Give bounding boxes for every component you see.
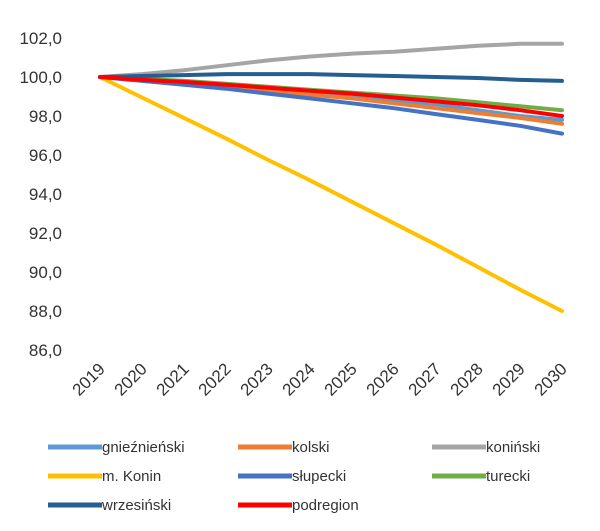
legend-label: podregion [292,497,359,514]
y-tick-label: 98,0 [29,107,62,126]
x-tick-label: 2030 [531,359,571,399]
x-tick-label: 2020 [111,359,151,399]
legend-label: kolski [292,439,330,456]
series-line-3 [98,75,564,313]
legend-item: słupecki [238,468,346,485]
y-axis-tick-labels: 86,0 88,0 90,0 92,0 94,0 96,0 98,0 100,0 102,0 [19,29,62,360]
y-tick-label: 92,0 [29,224,62,243]
legend-item: koniński [432,439,540,456]
series-line-2 [98,41,564,79]
x-tick-label: 2027 [405,359,445,399]
y-tick-label: 102,0 [19,29,62,48]
series-lines [98,41,564,313]
x-tick-label: 2022 [195,359,235,399]
legend: gnieźnieński kolski koniński m. Konin słupec… [48,439,540,514]
y-tick-label: 90,0 [29,263,62,282]
legend-item: podregion [238,497,359,514]
y-tick-label: 86,0 [29,341,62,360]
legend-item: m. Konin [48,468,161,485]
y-tick-label: 88,0 [29,302,62,321]
legend-label: gnieźnieński [102,439,185,456]
y-tick-label: 94,0 [29,185,62,204]
x-tick-label: 2023 [237,359,277,399]
y-tick-label: 96,0 [29,146,62,165]
x-axis-tick-labels: 2019 2020 2021 2022 2023 2024 2025 2026 2027 2028… [69,359,571,399]
x-tick-label: 2029 [489,359,529,399]
series-line-6 [98,72,564,83]
legend-item: kolski [238,439,330,456]
legend-item: turecki [432,468,530,485]
legend-item: wrzesiński [48,497,171,514]
x-tick-label: 2026 [363,359,403,399]
x-tick-label: 2021 [153,359,193,399]
legend-label: turecki [486,468,530,485]
x-tick-label: 2028 [447,359,487,399]
legend-label: koniński [486,439,540,456]
legend-label: słupecki [292,468,346,485]
x-tick-label: 2025 [321,359,361,399]
legend-label: wrzesiński [101,497,171,514]
series-line-7 [98,75,564,118]
legend-item: gnieźnieński [48,439,185,456]
x-tick-label: 2019 [69,359,109,399]
y-tick-label: 100,0 [19,68,62,87]
legend-label: m. Konin [102,468,161,485]
x-tick-label: 2024 [279,359,319,399]
series-line-4 [98,75,564,136]
